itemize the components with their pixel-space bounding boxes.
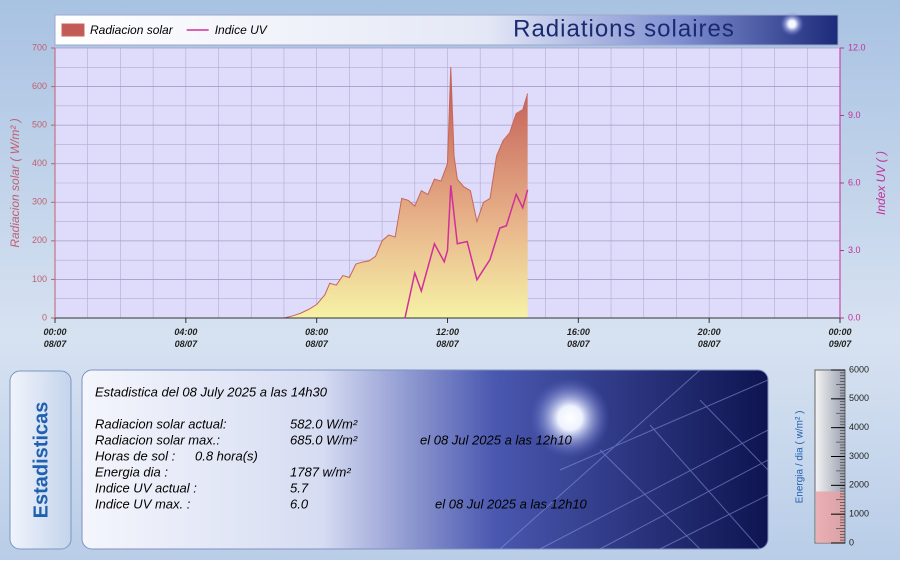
solar-panel-art xyxy=(499,369,769,550)
stats-sun xyxy=(530,378,610,458)
gauge-tick-label: 2000 xyxy=(849,480,869,490)
gauge-tick-label: 3000 xyxy=(849,451,869,461)
stat-value: 1787 w/m² xyxy=(290,464,351,479)
y2-tick-label: 12.0 xyxy=(848,42,866,52)
y-tick-label: 700 xyxy=(32,42,47,52)
gauge-tick-label: 0 xyxy=(849,537,854,547)
x-tick-label: 08:00 08/07 xyxy=(305,327,329,349)
x-tick-label: 12:00 08/07 xyxy=(436,327,460,349)
legend-label: Radiacion solar xyxy=(90,23,174,37)
header-sun xyxy=(780,12,804,36)
gauge-tick-label: 5000 xyxy=(849,393,869,403)
y2-tick-label: 0.0 xyxy=(848,312,861,322)
y-tick-label: 500 xyxy=(32,120,47,130)
stat-value: 582.0 W/m² xyxy=(290,416,358,431)
stat-note: el 08 Jul 2025 a las 12h10 xyxy=(420,432,573,447)
y-tick-label: 400 xyxy=(32,158,47,168)
x-tick-label: 00:00 08/07 xyxy=(43,327,67,349)
y-tick-label: 0 xyxy=(42,312,47,322)
y-axis-label: Radiacion solar ( W/m² ) xyxy=(8,118,22,247)
area-fill xyxy=(283,67,528,319)
gauge-label: Energia / dia ( w/m² ) xyxy=(795,411,806,504)
stat-label: Indice UV max. : xyxy=(95,496,191,511)
area-outline xyxy=(283,67,529,319)
y2-tick-label: 3.0 xyxy=(848,245,861,255)
legend-label: Indice UV xyxy=(215,23,268,37)
stats-heading: Estadistica del 08 July 2025 a las 14h30 xyxy=(95,384,328,399)
stat-value: 6.0 xyxy=(290,496,309,511)
gauge-tick-label: 4000 xyxy=(849,422,869,432)
x-tick-label: 16:00 08/07 xyxy=(567,327,591,349)
x-tick-label: 20:00 08/07 xyxy=(697,327,722,349)
y-tick-label: 300 xyxy=(32,197,47,207)
stat-label: Energia dia : xyxy=(95,464,168,479)
stat-label: Indice UV actual : xyxy=(95,480,197,495)
y-tick-label: 100 xyxy=(32,274,47,284)
stat-value: 685.0 W/m² xyxy=(290,432,358,447)
y2-tick-label: 9.0 xyxy=(848,110,861,120)
stat-note: el 08 Jul 2025 a las 12h10 xyxy=(435,496,588,511)
stat-value: 0.8 hora(s) xyxy=(195,448,258,463)
stats-tab-label: Estadisticas xyxy=(30,402,52,519)
uv-line xyxy=(404,185,529,319)
x-tick-label: 04:00 08/07 xyxy=(174,327,198,349)
gauge-tick-label: 6000 xyxy=(849,364,869,374)
y-tick-label: 200 xyxy=(32,235,47,245)
chart-title: Radiations solaires xyxy=(513,15,735,42)
gauge-fill xyxy=(816,491,844,543)
y2-axis-label: Index UV ( ) xyxy=(874,151,888,215)
stat-label: Horas de sol : xyxy=(95,448,176,463)
stat-label: Radiacion solar actual: xyxy=(95,416,227,431)
header xyxy=(54,14,839,46)
legend-swatch xyxy=(61,23,85,37)
stat-value: 5.7 xyxy=(290,480,309,495)
stat-label: Radiacion solar max.: xyxy=(95,432,220,447)
x-tick-label: 00:00 09/07 xyxy=(828,327,852,349)
y-tick-label: 600 xyxy=(32,81,47,91)
gauge-tick-label: 1000 xyxy=(849,509,869,519)
y2-tick-label: 6.0 xyxy=(848,177,861,187)
stats-tab xyxy=(9,370,72,550)
